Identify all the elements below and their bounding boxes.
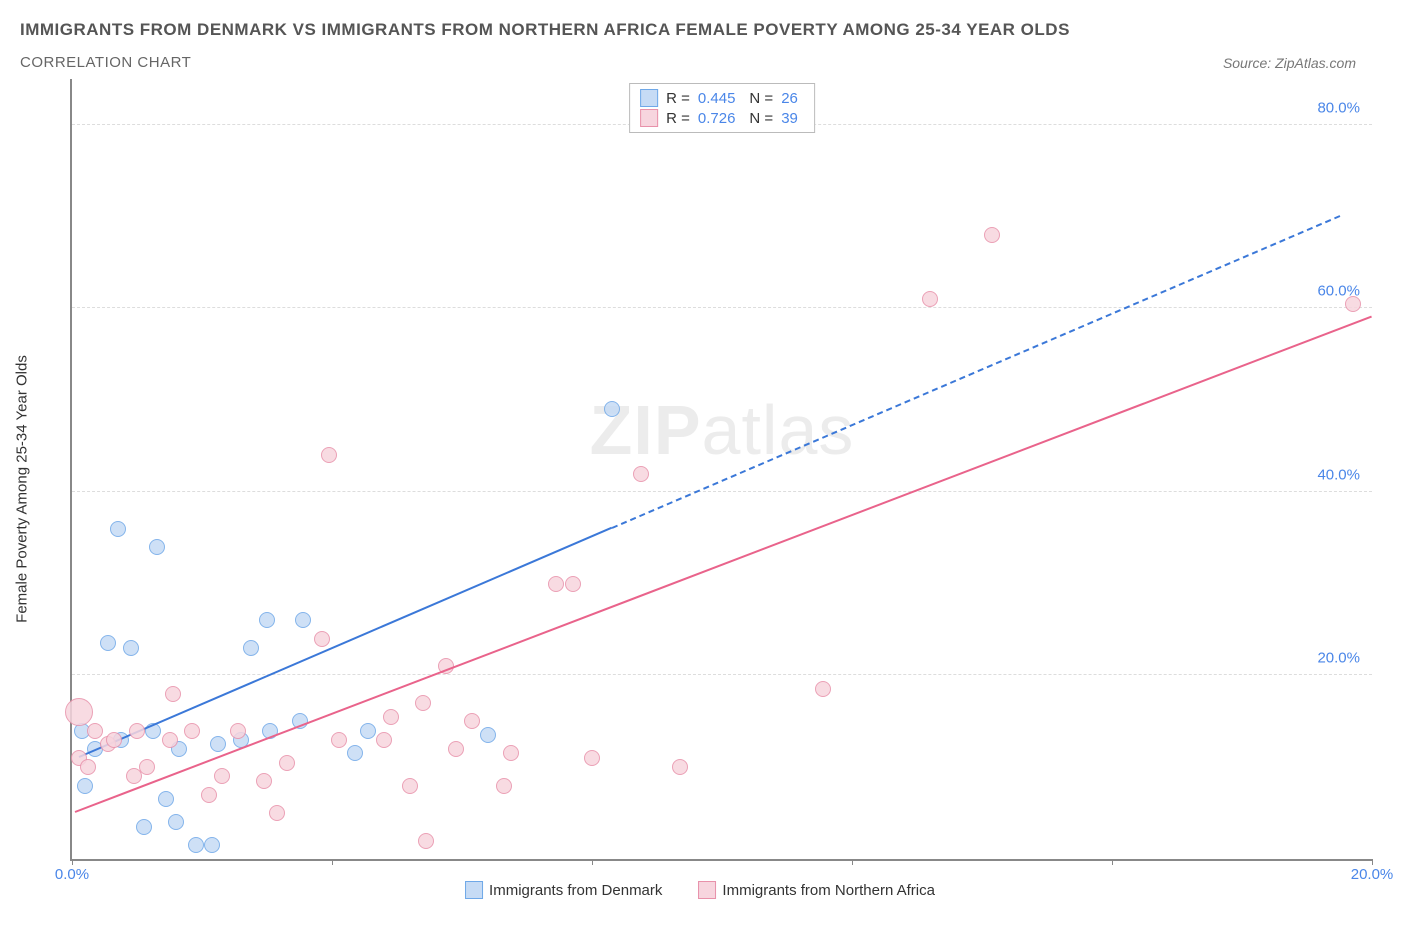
data-point-nafrica xyxy=(106,732,122,748)
legend-item-denmark: Immigrants from Denmark xyxy=(465,881,662,899)
x-tick-mark xyxy=(72,859,73,865)
chart-container: Female Poverty Among 25-34 Year Olds ZIP… xyxy=(20,79,1380,899)
data-point-nafrica xyxy=(162,732,178,748)
gridline xyxy=(72,491,1372,492)
data-point-nafrica xyxy=(214,768,230,784)
n-value-nafrica: 39 xyxy=(781,110,798,127)
data-point-nafrica xyxy=(139,759,155,775)
legend-stats-row-1: R = 0.445 N = 26 xyxy=(640,88,804,108)
data-point-nafrica xyxy=(565,576,581,592)
legend-label-denmark: Immigrants from Denmark xyxy=(489,882,662,899)
data-point-denmark xyxy=(100,635,116,651)
x-tick-label: 0.0% xyxy=(55,866,89,883)
r-value-denmark: 0.445 xyxy=(698,90,736,107)
data-point-denmark xyxy=(347,745,363,761)
data-point-nafrica xyxy=(584,750,600,766)
data-point-nafrica xyxy=(331,732,347,748)
gridline xyxy=(72,307,1372,308)
r-value-nafrica: 0.726 xyxy=(698,110,736,127)
data-point-nafrica xyxy=(415,695,431,711)
data-point-denmark xyxy=(149,539,165,555)
data-point-nafrica xyxy=(165,686,181,702)
data-point-nafrica xyxy=(279,755,295,771)
data-point-nafrica xyxy=(922,291,938,307)
y-axis-label: Female Poverty Among 25-34 Year Olds xyxy=(14,355,31,623)
x-tick-mark xyxy=(592,859,593,865)
y-tick-label: 20.0% xyxy=(1317,650,1360,667)
n-label: N = xyxy=(749,110,773,127)
chart-subtitle: CORRELATION CHART xyxy=(20,54,191,71)
data-point-nafrica xyxy=(984,227,1000,243)
data-point-denmark xyxy=(295,612,311,628)
data-point-denmark xyxy=(77,778,93,794)
r-label: R = xyxy=(666,90,690,107)
data-point-denmark xyxy=(243,640,259,656)
chart-title: IMMIGRANTS FROM DENMARK VS IMMIGRANTS FR… xyxy=(20,20,1386,40)
source-label: Source: ZipAtlas.com xyxy=(1223,55,1356,71)
legend-item-nafrica: Immigrants from Northern Africa xyxy=(698,881,935,899)
data-point-denmark xyxy=(110,521,126,537)
data-point-nafrica xyxy=(65,698,93,726)
x-tick-mark xyxy=(332,859,333,865)
legend-bottom: Immigrants from Denmark Immigrants from … xyxy=(465,881,935,899)
data-point-nafrica xyxy=(464,713,480,729)
y-tick-label: 40.0% xyxy=(1317,466,1360,483)
r-label: R = xyxy=(666,110,690,127)
data-point-nafrica xyxy=(672,759,688,775)
subtitle-row: CORRELATION CHART Source: ZipAtlas.com xyxy=(20,54,1386,71)
data-point-nafrica xyxy=(402,778,418,794)
data-point-denmark xyxy=(259,612,275,628)
data-point-nafrica xyxy=(548,576,564,592)
data-point-nafrica xyxy=(314,631,330,647)
data-point-nafrica xyxy=(383,709,399,725)
data-point-denmark xyxy=(188,837,204,853)
trend-line xyxy=(75,316,1372,813)
data-point-nafrica xyxy=(129,723,145,739)
data-point-denmark xyxy=(604,401,620,417)
trend-line xyxy=(611,215,1340,529)
data-point-nafrica xyxy=(184,723,200,739)
data-point-nafrica xyxy=(230,723,246,739)
data-point-nafrica xyxy=(269,805,285,821)
data-point-nafrica xyxy=(503,745,519,761)
data-point-denmark xyxy=(136,819,152,835)
n-value-denmark: 26 xyxy=(781,90,798,107)
watermark: ZIPatlas xyxy=(590,390,855,470)
data-point-nafrica xyxy=(80,759,96,775)
legend-stats: R = 0.445 N = 26 R = 0.726 N = 39 xyxy=(629,83,815,133)
data-point-nafrica xyxy=(633,466,649,482)
swatch-denmark-icon xyxy=(465,881,483,899)
swatch-nafrica-icon xyxy=(640,109,658,127)
data-point-denmark xyxy=(210,736,226,752)
trend-line xyxy=(78,527,612,758)
data-point-nafrica xyxy=(87,723,103,739)
data-point-nafrica xyxy=(496,778,512,794)
x-tick-mark xyxy=(1372,859,1373,865)
legend-label-nafrica: Immigrants from Northern Africa xyxy=(722,882,935,899)
data-point-nafrica xyxy=(201,787,217,803)
data-point-denmark xyxy=(158,791,174,807)
y-tick-label: 80.0% xyxy=(1317,99,1360,116)
plot-area: ZIPatlas R = 0.445 N = 26 R = 0.726 N = … xyxy=(70,79,1372,861)
data-point-nafrica xyxy=(321,447,337,463)
data-point-nafrica xyxy=(815,681,831,697)
data-point-denmark xyxy=(480,727,496,743)
data-point-nafrica xyxy=(376,732,392,748)
data-point-nafrica xyxy=(418,833,434,849)
data-point-nafrica xyxy=(256,773,272,789)
data-point-denmark xyxy=(360,723,376,739)
swatch-denmark-icon xyxy=(640,89,658,107)
data-point-nafrica xyxy=(1345,296,1361,312)
data-point-denmark xyxy=(204,837,220,853)
data-point-denmark xyxy=(123,640,139,656)
x-tick-mark xyxy=(1112,859,1113,865)
data-point-denmark xyxy=(168,814,184,830)
x-tick-mark xyxy=(852,859,853,865)
legend-stats-row-2: R = 0.726 N = 39 xyxy=(640,108,804,128)
x-tick-label: 20.0% xyxy=(1351,866,1394,883)
data-point-nafrica xyxy=(448,741,464,757)
swatch-nafrica-icon xyxy=(698,881,716,899)
n-label: N = xyxy=(749,90,773,107)
